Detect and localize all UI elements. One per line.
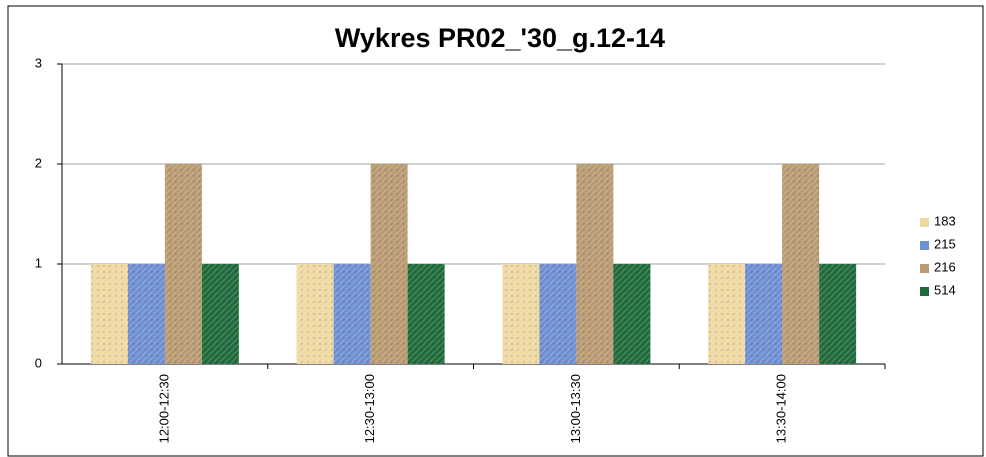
bar-texture [613,264,651,364]
bar-texture [164,164,202,364]
bar-texture [127,264,165,364]
legend-swatch [920,241,929,250]
legend-swatch [920,287,929,296]
bar-texture [502,264,540,364]
bar-texture [333,264,371,364]
y-tick-label: 0 [35,355,42,370]
bar-texture [370,164,408,364]
legend-swatch [920,264,929,273]
legend-label: 215 [934,236,956,251]
legend-label: 216 [934,259,956,274]
bar-texture [296,264,334,364]
y-tick-label: 1 [35,255,42,270]
bar-texture [539,264,577,364]
x-tick-label: 12:00-12:30 [156,374,171,443]
chart-title: Wykres PR02_'30_g.12-14 [335,23,665,53]
bar-texture [708,264,746,364]
bar-texture [90,264,128,364]
x-tick-label: 12:30-13:00 [362,374,377,443]
bar-texture [782,164,820,364]
chart-frame [7,5,984,457]
bar-texture [576,164,614,364]
bar-texture [819,264,857,364]
legend-swatch [920,218,929,227]
bar-texture [745,264,783,364]
legend-label: 183 [934,213,956,228]
x-tick-label: 13:30-14:00 [774,374,789,443]
legend-label: 514 [934,282,956,297]
y-tick-label: 2 [35,155,42,170]
bar-texture [201,264,239,364]
bar-texture [407,264,445,364]
y-tick-label: 3 [35,55,42,70]
x-tick-label: 13:00-13:30 [568,374,583,443]
